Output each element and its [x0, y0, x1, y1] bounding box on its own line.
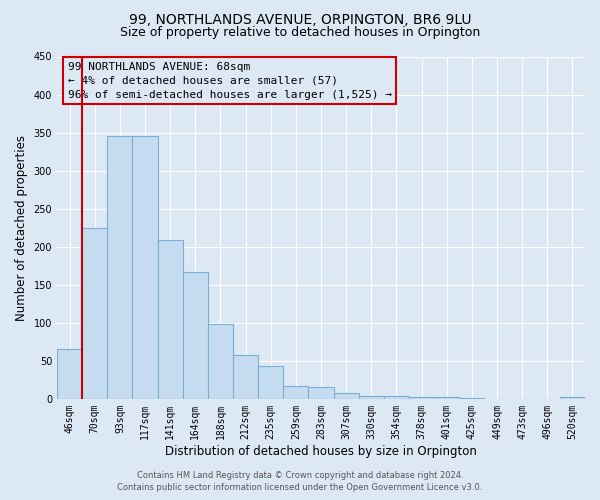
Bar	[82, 228, 107, 399]
Text: 99, NORTHLANDS AVENUE, ORPINGTON, BR6 9LU: 99, NORTHLANDS AVENUE, ORPINGTON, BR6 9L…	[129, 12, 471, 26]
Y-axis label: Number of detached properties: Number of detached properties	[15, 134, 28, 320]
Bar	[334, 392, 359, 399]
Bar	[560, 398, 585, 399]
Bar	[359, 396, 384, 399]
Bar	[434, 398, 459, 399]
Bar	[283, 386, 308, 399]
Text: Size of property relative to detached houses in Orpington: Size of property relative to detached ho…	[120, 26, 480, 39]
Bar	[459, 398, 484, 399]
X-axis label: Distribution of detached houses by size in Orpington: Distribution of detached houses by size …	[165, 444, 477, 458]
Bar	[308, 388, 334, 399]
Bar	[384, 396, 409, 399]
Bar	[57, 350, 82, 399]
Bar	[233, 356, 258, 399]
Bar	[133, 136, 158, 399]
Bar	[107, 136, 133, 399]
Bar	[158, 240, 183, 399]
Text: Contains HM Land Registry data © Crown copyright and database right 2024.
Contai: Contains HM Land Registry data © Crown c…	[118, 471, 482, 492]
Bar	[208, 324, 233, 399]
Bar	[258, 366, 283, 399]
Bar	[409, 398, 434, 399]
Text: 99 NORTHLANDS AVENUE: 68sqm
← 4% of detached houses are smaller (57)
96% of semi: 99 NORTHLANDS AVENUE: 68sqm ← 4% of deta…	[68, 62, 392, 100]
Bar	[183, 272, 208, 399]
